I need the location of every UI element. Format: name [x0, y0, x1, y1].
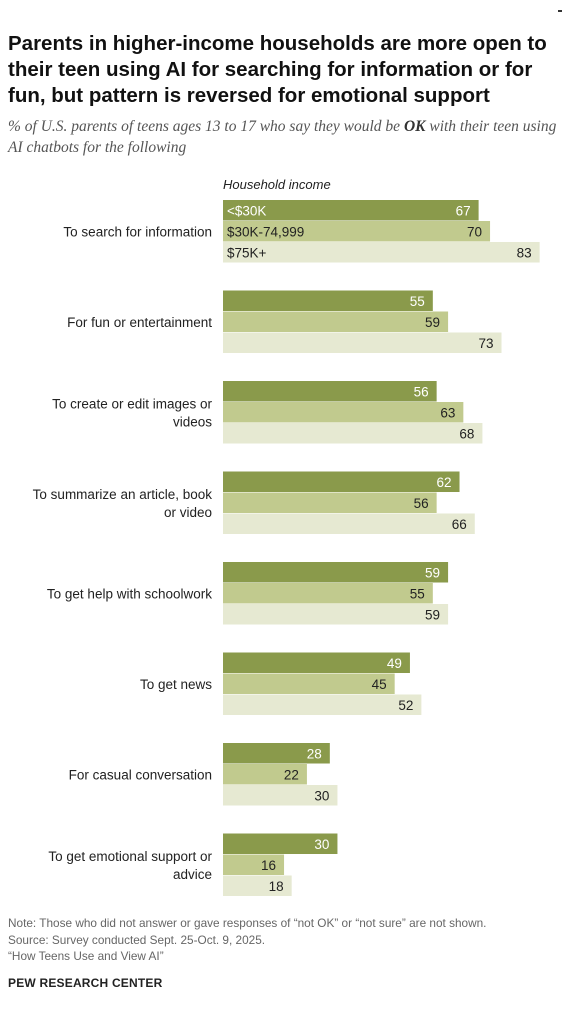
value-label: 67 [456, 203, 471, 218]
category-label: To get emotional support or [48, 849, 212, 864]
category-label: advice [173, 867, 212, 882]
legend-title: Household income [223, 177, 331, 192]
bar [223, 332, 502, 353]
value-label: 63 [440, 405, 455, 420]
subtitle-text-start: % of U.S. parents of teens ages 13 to 17… [8, 118, 404, 135]
bar [223, 492, 437, 513]
bar [223, 673, 395, 694]
value-label: 30 [314, 837, 329, 852]
value-label: 59 [425, 607, 440, 622]
category-label: videos [173, 414, 212, 429]
category-label: For fun or entertainment [67, 315, 212, 330]
category-label: or video [164, 505, 212, 520]
category-label: To summarize an article, book [33, 487, 213, 502]
note-line: Note: Those who did not answer or gave r… [8, 916, 487, 930]
bar [223, 833, 338, 854]
bar [223, 854, 285, 875]
category-label: To search for information [63, 224, 212, 239]
category-label: For casual conversation [69, 767, 212, 782]
subtitle-emphasis: OK [403, 118, 426, 135]
series-label: <$30K [227, 203, 266, 218]
bar [223, 875, 292, 896]
bar [223, 513, 475, 534]
chart-subtitle: % of U.S. parents of teens ages 13 to 17… [8, 116, 560, 158]
bar [223, 290, 433, 311]
bar-chart: To search for information 67 <$30K 70 $30K-7… [33, 200, 540, 896]
series-label: $75K+ [227, 245, 267, 260]
value-label: 62 [436, 475, 451, 490]
value-label: 66 [452, 517, 467, 532]
category-label: To get news [140, 677, 212, 692]
bar [223, 743, 330, 764]
value-label: 28 [307, 746, 322, 761]
bar [223, 242, 540, 263]
bar [223, 562, 449, 583]
value-label: 55 [410, 294, 425, 309]
chart-title: Parents in higher-income households are … [8, 32, 547, 107]
bar [223, 764, 307, 785]
bar [223, 381, 437, 402]
value-label: 55 [410, 586, 425, 601]
category-label: To get help with schoolwork [47, 586, 212, 601]
top-rule [558, 10, 562, 12]
bar-group: To search for information 67 <$30K 70 $30K-7… [63, 200, 540, 263]
bar-group: To summarize an article, book or video 62 5… [33, 471, 475, 534]
value-label: 16 [261, 858, 276, 873]
report-title-line: “How Teens Use and View AI” [8, 949, 164, 963]
value-label: 52 [398, 698, 413, 713]
bar-group: To create or edit images or videos 56 63 68 [52, 381, 483, 444]
bar [223, 652, 410, 673]
bar [223, 471, 460, 492]
bar [223, 402, 464, 423]
subtitle-text-end: with their teen using AI chatbots for th… [8, 118, 557, 156]
bar [223, 604, 449, 625]
value-label: 59 [425, 565, 440, 580]
value-label: 83 [517, 245, 532, 260]
bar [223, 311, 449, 332]
bar [223, 200, 479, 221]
value-label: 56 [414, 496, 429, 511]
footer-brand: PEW RESEARCH CENTER [8, 976, 163, 990]
bar [223, 583, 433, 604]
value-label: 56 [414, 384, 429, 399]
value-label: 70 [467, 224, 482, 239]
value-label: 30 [314, 788, 329, 803]
bar [223, 221, 491, 242]
bar-group: For casual conversation 28 22 30 [69, 743, 338, 806]
chart-notes: Note: Those who did not answer or gave r… [8, 915, 560, 965]
bar-group: To get emotional support or advice 30 16 18 [48, 833, 338, 896]
value-label: 68 [459, 426, 474, 441]
value-label: 49 [387, 656, 402, 671]
series-label: $30K-74,999 [227, 224, 304, 239]
value-label: 22 [284, 767, 299, 782]
bar [223, 694, 422, 715]
value-label: 18 [269, 879, 284, 894]
value-label: 73 [478, 336, 493, 351]
source-line: Source: Survey conducted Sept. 25-Oct. 9… [8, 932, 266, 947]
value-label: 59 [425, 315, 440, 330]
value-label: 45 [372, 677, 387, 692]
category-label: To create or edit images or [52, 396, 212, 411]
bar [223, 785, 338, 806]
bar [223, 423, 483, 444]
